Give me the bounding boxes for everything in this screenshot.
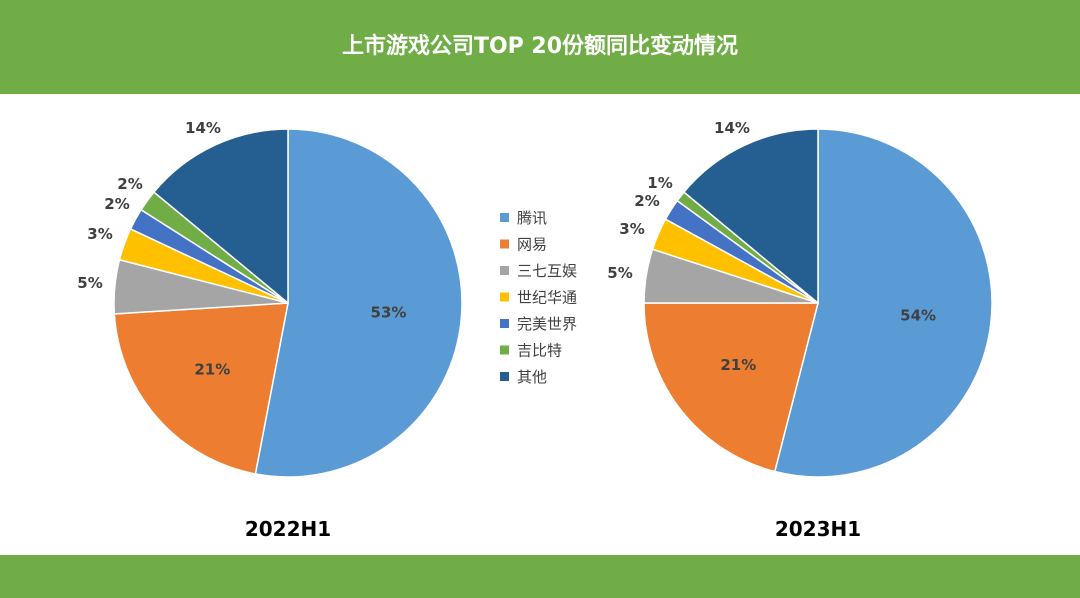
- footer-bar: [0, 555, 1080, 598]
- legend-swatch: [500, 345, 509, 355]
- data-label: 54%: [900, 307, 936, 325]
- data-label: 3%: [619, 220, 644, 238]
- legend-swatch: [500, 319, 509, 328]
- pie-chart-0: 53% 21% 5% 3% 2% 2% 14% 2022H1: [77, 119, 463, 541]
- pie-slice-其他: [682, 128, 819, 305]
- data-label: 5%: [607, 264, 632, 282]
- legend-label: 完美世界: [517, 315, 577, 333]
- pie-slice-网易: [113, 302, 289, 475]
- data-label: 21%: [194, 361, 230, 379]
- data-label: 2%: [634, 192, 659, 210]
- legend-label: 其他: [517, 368, 547, 386]
- pie-chart-1: 54% 21% 5% 3% 2%1% 14% 2023H1: [607, 119, 993, 541]
- legend-label: 网易: [517, 236, 547, 254]
- data-label: 14%: [185, 119, 221, 137]
- legend-label: 腾讯: [517, 209, 547, 227]
- data-label: 14%: [714, 119, 750, 137]
- legend-swatch: [500, 266, 509, 275]
- data-label: 3%: [87, 225, 112, 243]
- data-label: 5%: [77, 274, 102, 292]
- chart-caption: 2022H1: [245, 517, 331, 541]
- pie-slice-腾讯: [773, 128, 993, 478]
- legend-label: 吉比特: [517, 342, 562, 360]
- data-label: 1%: [647, 174, 672, 192]
- page-title: 上市游戏公司TOP 20份额同比变动情况: [341, 34, 739, 59]
- data-label: 53%: [371, 304, 407, 322]
- legend-label: 世纪华通: [517, 289, 577, 307]
- data-label: 21%: [720, 356, 756, 374]
- legend-swatch: [500, 292, 509, 302]
- header-bar: [0, 0, 1080, 94]
- pie-slice-其他: [152, 128, 289, 305]
- data-label: 2%: [104, 195, 129, 213]
- legend-label: 三七互娱: [517, 262, 577, 280]
- legend-swatch: [500, 372, 509, 381]
- pie-slice-网易: [643, 302, 819, 473]
- pie-slice-腾讯: [254, 128, 463, 478]
- legend-swatch: [500, 213, 509, 222]
- legend-swatch: [500, 239, 509, 249]
- data-label: 2%: [117, 175, 142, 193]
- chart-caption: 2023H1: [775, 517, 861, 541]
